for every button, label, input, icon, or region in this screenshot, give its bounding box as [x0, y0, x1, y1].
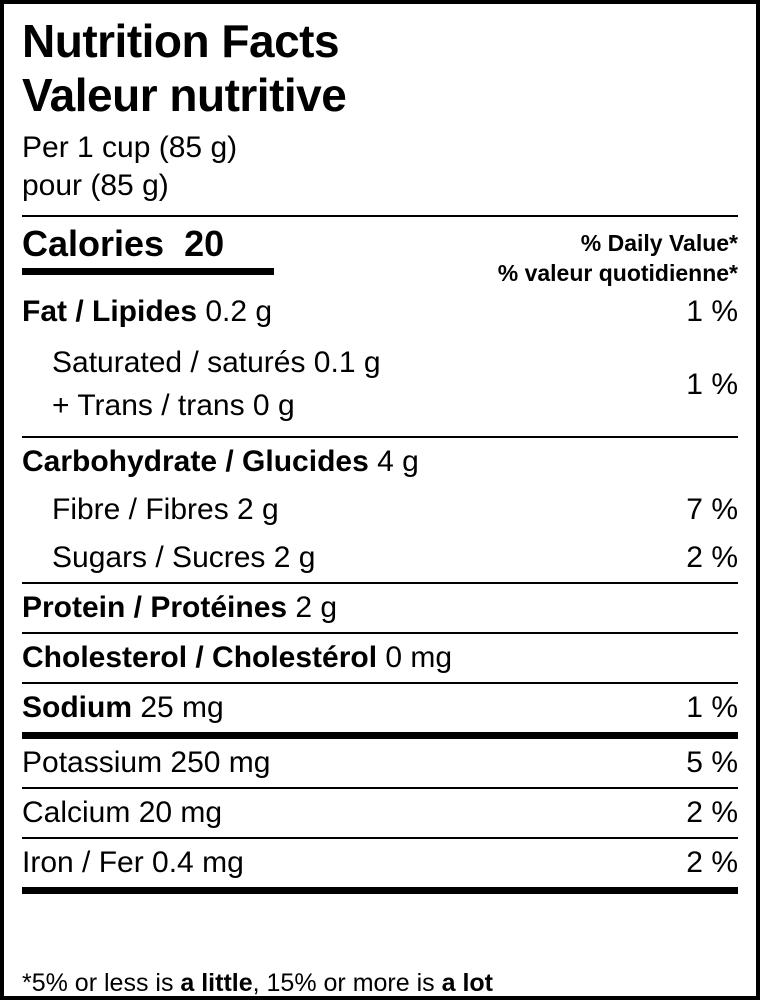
divider-after-serving	[22, 215, 738, 218]
nutrient-name-carbohydrate-bold: Carbohydrate / Glucides	[22, 444, 369, 478]
divider-before-protein	[22, 581, 738, 584]
nutrient-name-fat-bold: Fat / Lipides	[22, 295, 198, 329]
nutrient-name-cholesterol-bold: Cholesterol / Cholestérol	[22, 640, 378, 674]
nutrient-name-potassium: Potassium 250 mg	[22, 745, 271, 779]
nutrient-pct-potassium: 5 %	[686, 745, 738, 779]
calories-group: Calories 20	[22, 223, 274, 276]
nutrient-amount-carbohydrate: 4 g	[368, 444, 419, 478]
nutrient-name-fibre: Fibre / Fibres 2 g	[52, 492, 279, 526]
panel-title-english: Nutrition Facts	[22, 15, 340, 67]
footnote-en-part2: , 15% or more is	[252, 968, 442, 997]
divider-before-sodium	[22, 681, 738, 684]
nutrient-row-sodium: Sodium 25 mg 1 %	[22, 684, 738, 732]
nutrient-amount-sodium: 25 mg	[132, 690, 224, 724]
nutrient-row-fat: Fat / Lipides 0.2 g 1 %	[22, 288, 738, 336]
nutrient-pct-fat-subgroup: 1 %	[686, 367, 738, 401]
footnote-en-bold-a-little: a little	[180, 968, 253, 997]
nutrient-pct-iron: 2 %	[686, 845, 738, 879]
nutrient-pct-fat: 1 %	[686, 295, 738, 329]
nutrient-row-potassium: Potassium 250 mg 5 %	[22, 739, 738, 787]
calories-underline	[22, 268, 274, 276]
divider-before-carbohydrate	[22, 435, 738, 438]
nutrient-pct-sodium: 1 %	[686, 690, 738, 724]
nutrient-row-calcium: Calcium 20 mg 2 %	[22, 789, 738, 837]
nutrient-row-protein: Protein / Protéines 2 g	[22, 584, 738, 632]
daily-value-header: % Daily Value* % valeur quotidienne*	[498, 225, 738, 288]
daily-value-header-english: % Daily Value*	[580, 230, 738, 257]
panel-title-french: Valeur nutritive	[22, 68, 347, 121]
serving-size-english: Per 1 cup (85 g)	[22, 130, 238, 164]
divider-before-iron	[22, 836, 738, 839]
serving-size-french: pour (85 g)	[22, 169, 169, 203]
nutrient-row-fibre: Fibre / Fibres 2 g 7 %	[22, 486, 738, 534]
nutrient-name-iron: Iron / Fer 0.4 mg	[22, 845, 244, 879]
nutrient-pct-fibre: 7 %	[686, 492, 738, 526]
divider-before-cholesterol	[22, 631, 738, 634]
nutrient-row-iron: Iron / Fer 0.4 mg 2 %	[22, 839, 738, 887]
daily-value-header-french: % valeur quotidienne*	[497, 259, 738, 286]
footnote-english: *5% or less is a little, 15% or more is …	[22, 967, 738, 997]
nutrient-name-carbohydrate: Carbohydrate / Glucides 4 g	[22, 444, 722, 478]
nutrient-name-cholesterol: Cholesterol / Cholestérol 0 mg	[22, 640, 722, 674]
footnote: *5% or less is a little, 15% or more is …	[22, 894, 738, 997]
divider-thick-before-footnote	[22, 886, 738, 894]
nutrient-name-sodium: Sodium 25 mg	[22, 690, 670, 724]
nutrient-amount-protein: 2 g	[287, 590, 338, 624]
fat-sub-lines: Saturated / saturés 0.1 g + Trans / tran…	[22, 342, 670, 427]
nutrient-name-saturated: Saturated / saturés 0.1 g	[52, 346, 381, 380]
nutrient-row-cholesterol: Cholesterol / Cholestérol 0 mg	[22, 634, 738, 682]
spacer	[22, 205, 738, 215]
footnote-en-bold-a-lot: a lot	[441, 968, 493, 997]
calories-label: Calories 20	[22, 223, 225, 265]
nutrient-row-carbohydrate: Carbohydrate / Glucides 4 g	[22, 438, 738, 486]
calories-block: Calories 20 % Daily Value* % valeur quot…	[22, 217, 738, 288]
nutrient-pct-sugars: 2 %	[686, 540, 738, 574]
divider-thick-after-sodium	[22, 731, 738, 739]
nutrient-name-sugars: Sugars / Sucres 2 g	[52, 540, 316, 574]
nutrient-name-trans: + Trans / trans 0 g	[52, 388, 295, 422]
nutrient-amount-fat: 0.2 g	[197, 295, 273, 329]
panel-inner: Nutrition Facts Valeur nutritive Per 1 c…	[4, 4, 756, 996]
nutrient-name-fat: Fat / Lipides 0.2 g	[22, 297, 670, 327]
nutrient-name-protein-bold: Protein / Protéines	[22, 590, 288, 624]
nutrient-name-sodium-bold: Sodium	[22, 690, 132, 724]
nutrient-row-sugars: Sugars / Sucres 2 g 2 %	[22, 534, 738, 582]
footnote-en-part1: *5% or less is	[22, 968, 181, 997]
nutrient-row-fat-subgroup: Saturated / saturés 0.1 g + Trans / tran…	[22, 336, 738, 435]
divider-before-calcium	[22, 786, 738, 789]
nutrient-name-calcium: Calcium 20 mg	[22, 795, 223, 829]
nutrient-amount-cholesterol: 0 mg	[377, 640, 453, 674]
nutrient-name-protein: Protein / Protéines 2 g	[22, 590, 722, 624]
nutrient-pct-calcium: 2 %	[686, 795, 738, 829]
